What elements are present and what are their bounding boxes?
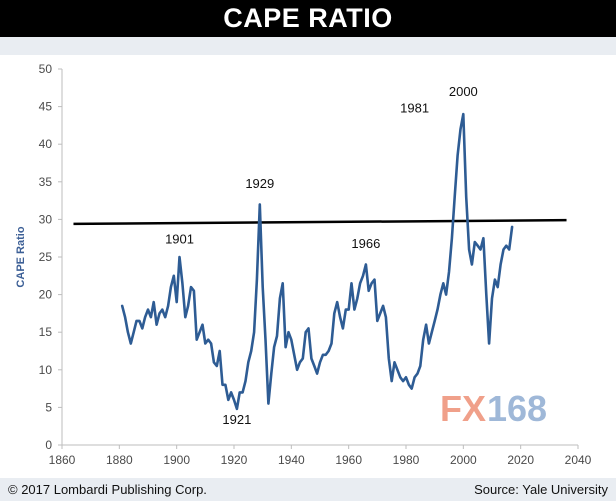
footer: © 2017 Lombardi Publishing Corp. Source:… (0, 478, 616, 501)
x-tick-label: 2040 (565, 453, 592, 467)
y-tick-label: 20 (39, 288, 53, 302)
y-tick-label: 0 (45, 438, 52, 452)
page-title: CAPE RATIO (223, 3, 393, 33)
annotation-1921: 1921 (222, 412, 251, 427)
threshold-line (73, 218, 567, 226)
x-tick-label: 1900 (163, 453, 190, 467)
x-tick-label: 1960 (335, 453, 362, 467)
cape-series-line (120, 112, 514, 411)
chart-marks: 1901 1921 1929 1966 1981 2000 (73, 84, 567, 427)
y-tick-label: 45 (39, 100, 53, 114)
y-tick-label: 35 (39, 175, 53, 189)
chart-title-bar: CAPE RATIO (0, 0, 616, 37)
y-tick-label: 50 (39, 62, 53, 76)
x-tick-label: 1980 (393, 453, 420, 467)
y-axis-label: CAPE Ratio (15, 226, 27, 287)
y-tick-label: 5 (45, 400, 52, 414)
annotation-1966: 1966 (351, 236, 380, 251)
y-tick-label: 10 (39, 363, 53, 377)
x-tick-label: 2020 (507, 453, 534, 467)
x-tick-label: 1860 (49, 453, 76, 467)
annotation-1901: 1901 (165, 231, 194, 246)
y-tick-label: 30 (39, 212, 53, 226)
annotation-1981: 1981 (400, 101, 429, 116)
x-tick-label: 1940 (278, 453, 305, 467)
y-tick-label: 40 (39, 137, 53, 151)
y-tick-label: 15 (39, 325, 53, 339)
header-strip (0, 37, 616, 55)
x-tick-label: 1880 (106, 453, 133, 467)
copyright-text: © 2017 Lombardi Publishing Corp. (8, 482, 207, 497)
source-text: Source: Yale University (474, 482, 608, 497)
watermark-168: 168 (487, 388, 547, 429)
chart-axes: 0 5 10 15 20 25 30 35 40 45 50 1860 1880 1900 1920 1940… (15, 62, 592, 467)
x-tick-label: 1920 (221, 453, 248, 467)
x-tick-label: 2000 (450, 453, 477, 467)
y-tick-label: 25 (39, 250, 53, 264)
annotation-2000: 2000 (449, 84, 478, 99)
cape-ratio-chart: 0 5 10 15 20 25 30 35 40 45 50 1860 1880 1900 1920 1940… (15, 62, 592, 467)
annotation-1929: 1929 (245, 176, 274, 191)
watermark-fx: FX (440, 388, 486, 429)
